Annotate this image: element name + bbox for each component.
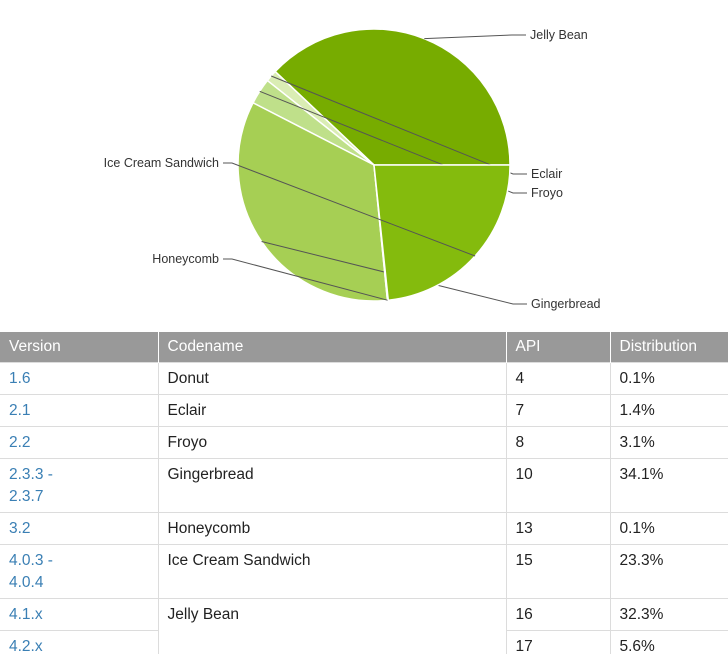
leader-line	[223, 162, 476, 257]
distribution-cell: 5.6%	[609, 629, 728, 654]
leader-line	[261, 241, 527, 305]
distribution-cell: 0.1%	[609, 511, 728, 545]
table-row: 2.1 Eclair 7 1.4%	[0, 393, 728, 427]
slice-label: Ice Cream Sandwich	[104, 156, 219, 170]
slice-label: Eclair	[531, 167, 562, 181]
table-row: 2.3.3 -2.3.7 Gingerbread 10 34.1%	[0, 457, 728, 513]
codename-cell	[157, 630, 507, 654]
leader-line	[223, 258, 389, 301]
header-distribution: Distribution	[609, 332, 728, 362]
distribution-cell: 1.4%	[609, 393, 728, 427]
distribution-table: Version Codename API Distribution 1.6 Do…	[0, 332, 728, 654]
table-row: 4.1.x Jelly Bean 16 32.3%	[0, 597, 728, 631]
version-cell[interactable]: 1.6	[0, 361, 159, 395]
distribution-cell: 23.3%	[609, 543, 728, 599]
pie-chart: Jelly Bean Eclair Froyo Gingerbread Honeycom…	[104, 28, 601, 311]
api-cell: 10	[505, 457, 611, 513]
version-cell[interactable]: 4.1.x	[0, 597, 159, 631]
codename-cell: Jelly Bean	[157, 597, 507, 630]
table-row: 4.0.3 -4.0.4 Ice Cream Sandwich 15 23.3%	[0, 543, 728, 599]
codename-cell: Honeycomb	[157, 511, 507, 545]
header-api: API	[505, 332, 610, 362]
version-cell[interactable]: 3.2	[0, 511, 159, 545]
version-cell[interactable]: 2.2	[0, 425, 159, 459]
table-row: 2.2 Froyo 8 3.1%	[0, 425, 728, 459]
slice-label: Honeycomb	[152, 252, 219, 266]
version-cell[interactable]: 4.2.x	[0, 629, 159, 654]
api-cell: 4	[505, 361, 611, 395]
slice-label: Gingerbread	[531, 297, 601, 311]
table-row: 1.6 Donut 4 0.1%	[0, 361, 728, 395]
api-cell: 15	[505, 543, 611, 599]
table-row: 3.2 Honeycomb 13 0.1%	[0, 511, 728, 545]
distribution-cell: 3.1%	[609, 425, 728, 459]
codename-cell: Donut	[157, 361, 507, 395]
leader-line	[271, 75, 527, 175]
api-cell: 7	[505, 393, 611, 427]
header-codename: Codename	[157, 332, 506, 362]
table-row: 4.2.x 17 5.6%	[0, 629, 728, 654]
api-cell: 8	[505, 425, 611, 459]
codename-cell: Ice Cream Sandwich	[157, 543, 507, 599]
codename-cell: Eclair	[157, 393, 507, 427]
distribution-cell: 34.1%	[609, 457, 728, 513]
version-cell[interactable]: 2.1	[0, 393, 159, 427]
api-cell: 13	[505, 511, 611, 545]
table-header-row: Version Codename API Distribution	[0, 332, 728, 362]
slice-label: Jelly Bean	[530, 28, 588, 42]
codename-cell: Gingerbread	[157, 457, 507, 513]
slice-label: Froyo	[531, 186, 563, 200]
version-cell[interactable]: 2.3.3 -2.3.7	[0, 457, 159, 513]
leader-line	[424, 34, 526, 40]
version-cell[interactable]: 4.0.3 -4.0.4	[0, 543, 159, 599]
distribution-cell: 32.3%	[609, 597, 728, 631]
header-version: Version	[0, 332, 158, 362]
codename-cell: Froyo	[157, 425, 507, 459]
api-cell: 17	[505, 629, 611, 654]
distribution-cell: 0.1%	[609, 361, 728, 395]
pie-slice-ice-cream-sandwich	[373, 164, 511, 301]
api-cell: 16	[505, 597, 611, 631]
leader-line	[259, 90, 527, 194]
pie-chart-svg: Jelly Bean Eclair Froyo Gingerbread Honeycom…	[104, 28, 601, 311]
